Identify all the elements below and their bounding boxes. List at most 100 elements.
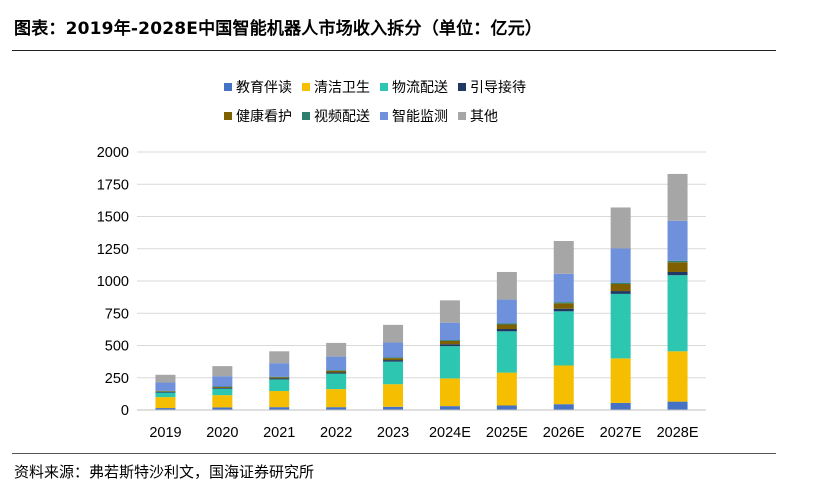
- bar-segment: [326, 370, 347, 371]
- bar-segment: [496, 299, 517, 324]
- bar-segment: [439, 300, 460, 323]
- bar-segment: [326, 342, 347, 357]
- bar-segment: [667, 262, 688, 272]
- title-divider: [12, 50, 776, 51]
- bar-segment: [496, 372, 517, 406]
- bar-segment: [667, 401, 688, 410]
- bar-segment: [610, 402, 631, 410]
- bar-segment: [155, 397, 176, 409]
- legend-swatch: [224, 112, 232, 120]
- bar-segment: [326, 389, 347, 408]
- y-tick-label: 1500: [97, 210, 129, 226]
- x-tick-label: 2026E: [543, 425, 585, 441]
- legend-label: 其他: [470, 109, 498, 125]
- bar-segment: [212, 387, 233, 388]
- y-tick-label: 0: [121, 403, 129, 419]
- legend-label: 教育伴读: [236, 79, 292, 96]
- x-tick-label: 2021: [263, 425, 295, 441]
- bar-segment: [610, 248, 631, 283]
- y-tick-label: 1250: [97, 242, 129, 258]
- bar-segment: [553, 404, 574, 410]
- bar-segment: [496, 271, 517, 300]
- bar-segment: [383, 342, 404, 358]
- bar-segment: [667, 260, 688, 263]
- legend-label: 清洁卫生: [314, 80, 370, 96]
- bar-segment: [667, 351, 688, 402]
- bar-segment: [155, 391, 176, 392]
- y-tick-label: 500: [105, 339, 129, 355]
- legend-label: 物流配送: [392, 80, 448, 96]
- bar-segment: [610, 283, 631, 292]
- bar-segment: [269, 378, 290, 380]
- bar-segment: [439, 406, 460, 410]
- bars: [155, 173, 688, 410]
- legend-swatch: [380, 83, 388, 91]
- bar-segment: [553, 365, 574, 405]
- legend-label: 健康看护: [236, 108, 292, 125]
- bar-segment: [269, 377, 290, 379]
- bar-segment: [155, 374, 176, 383]
- bar-segment: [269, 363, 290, 377]
- bar-segment: [383, 357, 404, 359]
- bar-segment: [383, 358, 404, 361]
- bar-segment: [667, 275, 688, 352]
- bar-segment: [439, 344, 460, 347]
- bar-segment: [269, 391, 290, 408]
- bar-segment: [610, 358, 631, 403]
- legend-swatch: [302, 83, 310, 91]
- bar-segment: [439, 340, 460, 345]
- y-tick-label: 2000: [97, 145, 129, 161]
- legend-swatch: [302, 112, 310, 120]
- bar-segment: [553, 308, 574, 312]
- x-tick-label: 2022: [320, 425, 352, 441]
- bar-segment: [496, 405, 517, 410]
- x-tick-label: 2020: [206, 425, 238, 441]
- bar-segment: [667, 220, 688, 261]
- bar-segment: [439, 322, 460, 341]
- bar-segment: [212, 386, 233, 388]
- x-tick-label: 2024E: [429, 425, 471, 441]
- bar-segment: [553, 311, 574, 366]
- bar-segment: [496, 331, 517, 373]
- bar-segment: [269, 376, 290, 378]
- bar-segment: [496, 323, 517, 325]
- bar-segment: [667, 271, 688, 276]
- bar-segment: [439, 378, 460, 407]
- legend-swatch: [458, 83, 466, 91]
- legend-swatch: [224, 83, 232, 91]
- bar-segment: [326, 356, 347, 371]
- y-tick-label: 250: [105, 371, 129, 387]
- bar-segment: [212, 388, 233, 396]
- bar-segment: [269, 379, 290, 392]
- footer-divider: [12, 453, 776, 454]
- bar-segment: [610, 291, 631, 294]
- x-tick-label: 2023: [377, 425, 409, 441]
- bar-segment: [383, 324, 404, 343]
- bar-segment: [610, 293, 631, 359]
- bar-segment: [212, 387, 233, 389]
- bar-segment: [496, 328, 517, 332]
- bar-segment: [212, 407, 233, 410]
- bar-segment: [212, 376, 233, 387]
- axes: 0 250 500 750 1000 1250 1500 1750 2000 2019 2020 20…: [97, 145, 706, 441]
- bar-segment: [155, 392, 176, 398]
- bar-segment: [383, 406, 404, 410]
- bar-segment: [667, 173, 688, 221]
- bar-segment: [553, 273, 574, 303]
- bar-segment: [326, 370, 347, 373]
- bar-segment: [383, 384, 404, 407]
- x-tick-label: 2027E: [600, 425, 642, 441]
- bar-segment: [326, 373, 347, 390]
- legend-swatch: [458, 112, 466, 120]
- bar-segment: [553, 303, 574, 309]
- bar-segment: [553, 241, 574, 274]
- bar-segment: [383, 360, 404, 362]
- bar-segment: [439, 340, 460, 341]
- bar-segment: [326, 372, 347, 374]
- bar-segment: [383, 361, 404, 385]
- bar-segment: [439, 346, 460, 379]
- bar-segment: [269, 351, 290, 364]
- bar-segment: [553, 302, 574, 304]
